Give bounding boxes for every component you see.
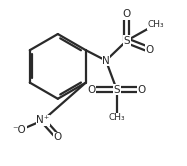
Text: N⁺: N⁺ [36,115,50,125]
Text: CH₃: CH₃ [147,20,164,29]
Text: O: O [54,132,62,142]
Text: O: O [88,85,96,95]
Text: O: O [137,85,146,95]
Text: S: S [114,85,120,95]
Text: ⁻O: ⁻O [13,125,27,135]
Text: S: S [123,36,130,46]
Text: O: O [146,45,154,55]
Text: N: N [102,56,110,66]
Text: O: O [122,9,131,19]
Text: CH₃: CH₃ [108,113,125,122]
